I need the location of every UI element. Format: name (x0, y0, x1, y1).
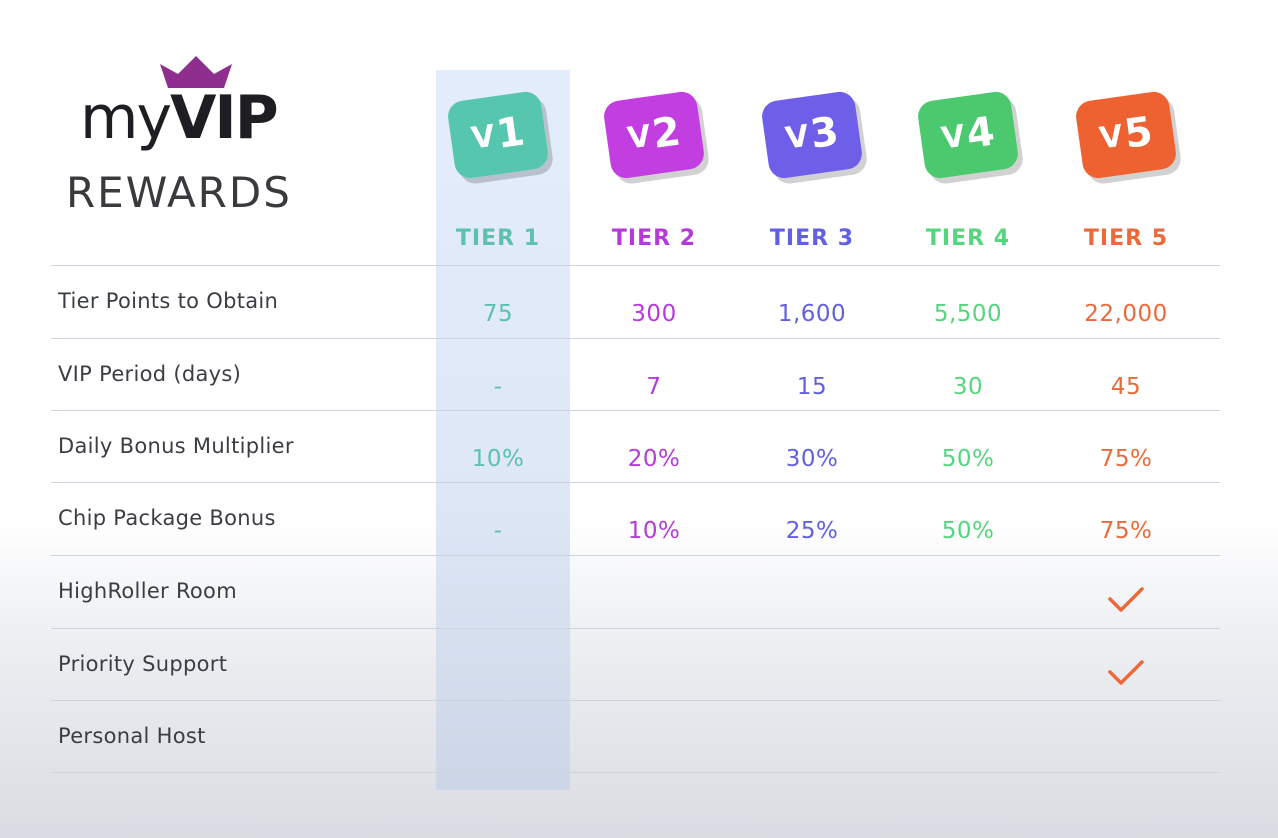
tier-5-value: 22,000 (1084, 301, 1168, 327)
row-divider (51, 265, 1220, 266)
tier-4-value: 30 (952, 374, 984, 400)
tier-2-value: 10% (627, 518, 681, 544)
tier-4-value: 50% (941, 446, 995, 472)
tier-3-header: TIER 3 (769, 226, 855, 251)
brand-rewards-title: REWARDS (66, 168, 292, 217)
crown-icon (160, 56, 232, 88)
brand-logo: myVIP (80, 83, 279, 153)
row-label: Personal Host (58, 724, 206, 748)
row-divider (51, 772, 1220, 773)
tier-badge-v: V (783, 118, 812, 157)
tier-5-header: TIER 5 (1083, 226, 1169, 251)
row-label: VIP Period (days) (58, 362, 242, 386)
tier-5-value: 75% (1099, 446, 1153, 472)
tier-1-value: 10% (471, 446, 525, 472)
tier-badge-v: V (1097, 118, 1126, 157)
tier-badge-number: 2 (649, 108, 684, 158)
row-label: Priority Support (58, 652, 228, 676)
tier-2-value: 20% (627, 446, 681, 472)
row-label: HighRoller Room (58, 579, 237, 603)
row-label: Daily Bonus Multiplier (58, 434, 294, 458)
tier-badge-number: 3 (807, 108, 842, 158)
row-divider (51, 628, 1220, 629)
checkmark-icon (1108, 660, 1144, 685)
tier-4-value: 50% (941, 518, 995, 544)
tier-badge-number: 4 (963, 108, 998, 158)
row-divider (51, 410, 1220, 411)
tier-2-value: 300 (631, 301, 677, 327)
tier-2-header: TIER 2 (611, 226, 697, 251)
tier-badge-v: V (625, 118, 654, 157)
tier-badge-number: 1 (493, 108, 528, 158)
tier-3-value: 15 (796, 374, 828, 400)
tier-1-value: - (493, 518, 503, 544)
tier-1-highlight-column (436, 70, 570, 790)
row-divider (51, 700, 1220, 701)
tier-3-value: 1,600 (777, 301, 847, 327)
row-divider (51, 482, 1220, 483)
tier-4-value: 5,500 (933, 301, 1003, 327)
tier-badge-number: 5 (1121, 108, 1156, 158)
tier-3-value: 30% (785, 446, 839, 472)
tier-1-value: 75 (482, 301, 514, 327)
row-label: Chip Package Bonus (58, 506, 276, 530)
tier-badge-v: V (469, 118, 498, 157)
tier-4-header: TIER 4 (925, 226, 1011, 251)
row-divider (51, 555, 1220, 556)
tier-3-value: 25% (785, 518, 839, 544)
tier-5-value: 75% (1099, 518, 1153, 544)
tier-2-value: 7 (646, 374, 662, 400)
checkmark-icon (1108, 587, 1144, 612)
tier-1-value: - (493, 374, 503, 400)
tier-badge-v: V (939, 118, 968, 157)
row-label: Tier Points to Obtain (58, 289, 279, 313)
tier-1-header: TIER 1 (455, 226, 541, 251)
row-divider (51, 338, 1220, 339)
tier-5-value: 45 (1110, 374, 1142, 400)
